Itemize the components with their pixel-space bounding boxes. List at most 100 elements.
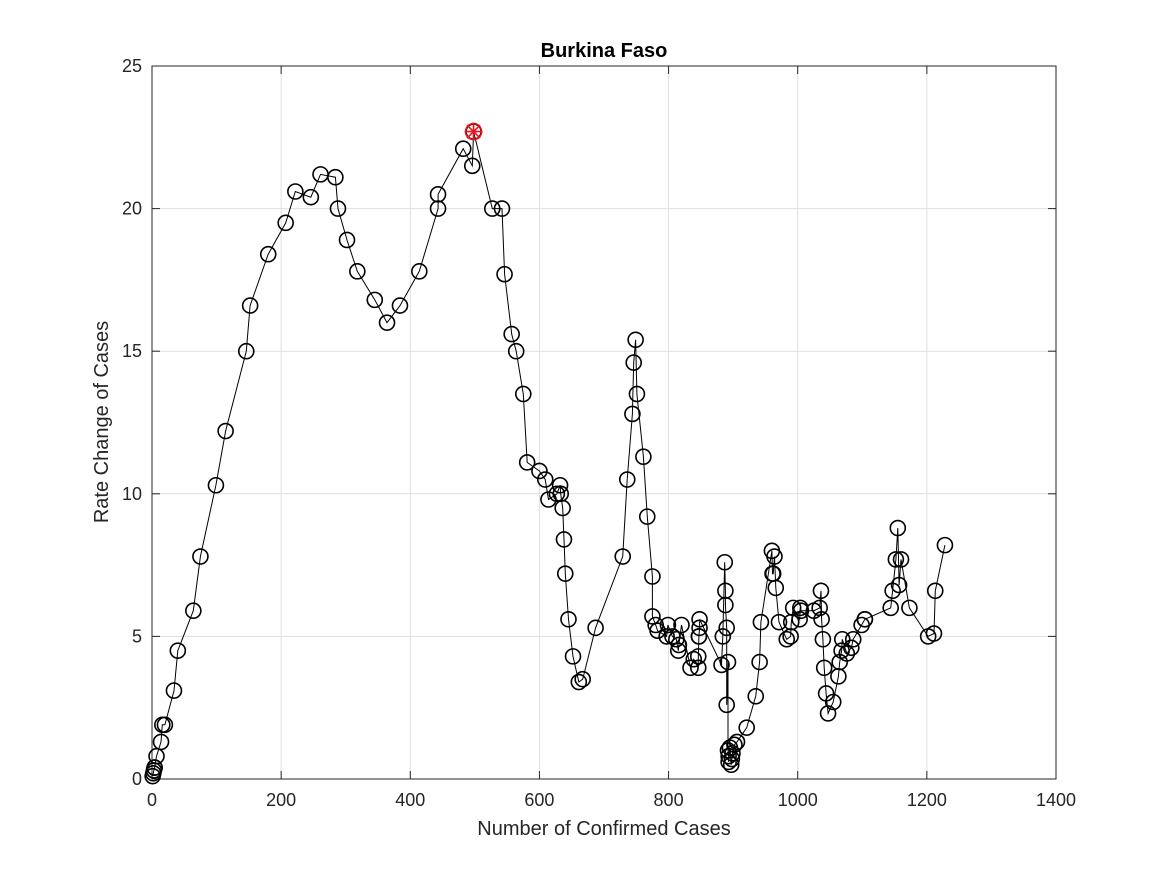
data-point — [192, 548, 209, 565]
data-point — [241, 297, 259, 314]
data-point — [792, 602, 810, 620]
data-point — [901, 599, 918, 617]
data-point — [327, 168, 344, 186]
data-point — [690, 628, 708, 645]
data-point — [551, 476, 569, 494]
data-point — [454, 140, 472, 158]
data-point — [685, 650, 703, 668]
peak-star-stroke — [466, 124, 481, 139]
data-point — [751, 653, 768, 671]
plot-background — [152, 66, 1056, 779]
data-point — [856, 610, 874, 628]
data-point — [556, 565, 574, 582]
data-point — [889, 519, 907, 537]
x-tick-label: 0 — [147, 790, 157, 810]
data-point — [718, 619, 735, 637]
data-point — [691, 619, 708, 637]
data-point — [813, 610, 830, 628]
data-point — [884, 582, 901, 600]
data-point — [819, 705, 837, 722]
data-point — [664, 628, 681, 645]
data-point — [483, 200, 501, 217]
data-point — [207, 476, 225, 494]
data-point — [493, 200, 511, 217]
data-point — [766, 548, 783, 565]
data-point — [691, 610, 708, 628]
data-point — [514, 385, 532, 403]
tick-labels: 0 200 400 600 800 1000 1200 1400 0 5 10 15 20 25 — [122, 56, 1076, 810]
data-point — [887, 551, 905, 568]
data-point — [302, 188, 320, 206]
data-point — [926, 582, 944, 600]
data-point — [217, 422, 234, 440]
x-tick-label: 200 — [266, 790, 296, 810]
data-point — [638, 508, 656, 525]
data-point — [618, 471, 636, 488]
x-tick-label: 600 — [524, 790, 554, 810]
data-point — [287, 183, 304, 200]
data-point — [717, 596, 734, 614]
data-point — [635, 448, 652, 466]
data-point — [722, 756, 740, 774]
data-point — [824, 693, 842, 711]
data-point — [811, 599, 828, 617]
y-tick-label: 0 — [132, 769, 142, 789]
data-point — [815, 659, 833, 677]
data-point — [531, 462, 548, 480]
data-point — [463, 157, 481, 175]
data-point — [752, 613, 770, 631]
y-tick-label: 5 — [132, 626, 142, 646]
data-point — [152, 733, 170, 751]
x-tick-label: 400 — [395, 790, 425, 810]
data-point — [644, 568, 661, 585]
data-point — [378, 314, 396, 331]
data-point — [649, 622, 666, 639]
data-point — [391, 297, 409, 314]
data-point — [778, 630, 796, 648]
data-point — [548, 485, 566, 503]
y-tick-label: 10 — [122, 484, 142, 504]
data-point — [536, 471, 554, 488]
data-point — [689, 648, 707, 665]
y-tick-label: 15 — [122, 341, 142, 361]
data-point — [574, 670, 591, 688]
data-point — [689, 659, 707, 677]
data-point — [185, 602, 202, 620]
data-point — [770, 613, 788, 631]
data-point — [843, 639, 860, 657]
data-point — [570, 673, 588, 691]
data-point — [156, 716, 174, 734]
data-point — [411, 263, 428, 280]
data-point — [277, 214, 294, 232]
data-point — [627, 331, 644, 349]
chart-title: Burkina Faso — [541, 40, 668, 62]
x-tick-label: 800 — [654, 790, 684, 810]
data-point — [714, 628, 732, 645]
data-point — [814, 630, 832, 648]
x-axis-label: Number of Confirmed Cases — [477, 818, 730, 840]
data-point — [738, 719, 756, 736]
y-tick-label: 25 — [122, 56, 142, 76]
data-point — [429, 186, 447, 203]
series-line — [152, 131, 946, 777]
data-point — [518, 454, 536, 471]
data-point — [628, 385, 646, 403]
data-point — [349, 263, 366, 280]
x-tick-label: 1000 — [778, 790, 818, 810]
data-point — [614, 548, 632, 565]
data-point — [366, 291, 384, 309]
data-point — [625, 354, 643, 371]
data-point — [812, 582, 830, 600]
data-point — [564, 648, 582, 665]
x-tick-label: 1200 — [907, 790, 947, 810]
data-point — [259, 245, 277, 263]
data-point — [747, 687, 765, 705]
data-point — [719, 653, 737, 671]
data-point — [555, 531, 573, 548]
data-point — [767, 579, 785, 597]
axes — [151, 65, 1057, 780]
data-point — [146, 759, 163, 776]
data-point — [644, 608, 661, 625]
data-point — [726, 736, 743, 754]
